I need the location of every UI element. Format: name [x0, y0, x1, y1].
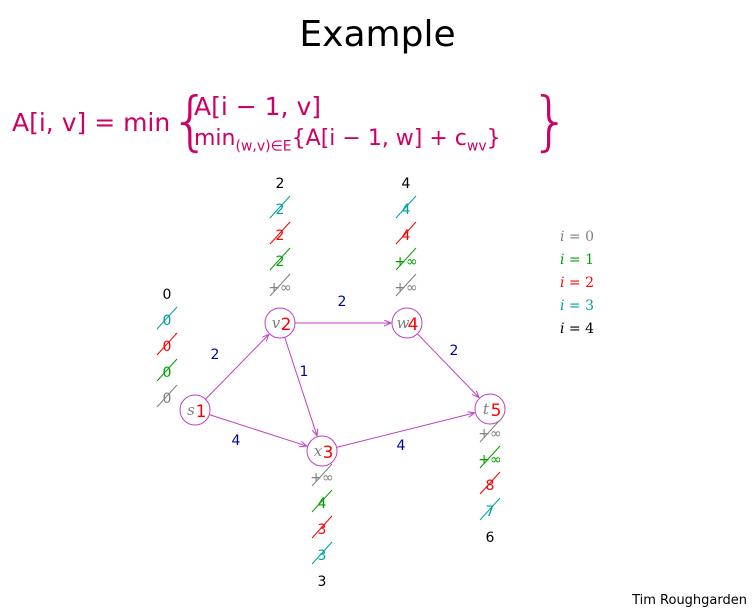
- stack-value-s-1: 0: [163, 365, 172, 381]
- stack-value-t-2: 8: [486, 478, 495, 494]
- edge-v-x: [284, 337, 317, 436]
- stack-strike-v-1: [269, 247, 291, 271]
- formula-lhs: A[i, v] = min: [12, 108, 171, 137]
- edge-s-v: [205, 334, 268, 400]
- legend-entry-0: i = 0: [560, 229, 595, 245]
- edge-cost-x-t: 4: [397, 438, 406, 454]
- stack-strike-v-3: [269, 195, 291, 219]
- node-label-v: v: [272, 314, 281, 332]
- stack-strike-x-3: [311, 541, 333, 565]
- node-s: [179, 394, 211, 426]
- stack-strike-v-0: [269, 273, 291, 297]
- stack-value-x-3: 3: [318, 548, 327, 564]
- stack-value-w-4: 4: [402, 176, 411, 192]
- stack-strike-s-0: [156, 384, 178, 408]
- stack-value-s-4: 0: [163, 287, 172, 303]
- stack-strike-t-3: [479, 497, 501, 521]
- stack-strike-t-0: [479, 419, 501, 443]
- value-stack-t: +∞+∞876: [478, 419, 502, 546]
- legend-entry-2: i = 2: [560, 275, 595, 291]
- stack-strike-s-2: [156, 332, 178, 356]
- stack-value-w-3: 4: [402, 202, 411, 218]
- edge-cost-s-v: 2: [211, 347, 220, 363]
- stack-value-t-3: 7: [486, 504, 495, 520]
- formula-case-1: A[i − 1, v]: [194, 92, 321, 121]
- node-order-w: 4: [408, 315, 419, 335]
- legend-entry-4: i = 4: [560, 321, 595, 337]
- node-t: [474, 393, 506, 425]
- node-label-t: t: [483, 400, 490, 418]
- node-order-t: 5: [491, 401, 502, 421]
- stack-strike-s-1: [156, 358, 178, 382]
- stack-strike-w-2: [395, 221, 417, 245]
- edge-s-x: [209, 414, 306, 446]
- stack-value-v-1: 2: [276, 254, 285, 270]
- value-stack-s: 0 0 0 0 0: [156, 287, 178, 408]
- formula-case-2: min(w,v)∈E{A[i − 1, w] + cwv}: [194, 126, 501, 155]
- author-credit: Tim Roughgarden: [632, 593, 747, 608]
- stack-strike-w-3: [395, 195, 417, 219]
- stack-strike-s-3: [156, 306, 178, 330]
- iteration-legend: i = 0 i = 1 i = 2 i = 3 i = 4: [560, 226, 594, 341]
- stack-value-v-4: 2: [276, 176, 285, 192]
- stack-strike-x-2: [311, 515, 333, 539]
- node-order-s: 1: [196, 402, 207, 422]
- stack-strike-w-1: [395, 247, 417, 271]
- edge-w-t: [417, 333, 478, 398]
- stack-strike-v-2: [269, 221, 291, 245]
- stack-strike-w-0: [395, 273, 417, 297]
- stack-strike-x-1: [311, 489, 333, 513]
- stack-value-v-3: 2: [276, 202, 285, 218]
- node-label-w: w: [397, 314, 410, 332]
- stack-value-w-2: 4: [402, 228, 411, 244]
- node-order-v: 2: [281, 315, 292, 335]
- stack-strike-t-2: [479, 471, 501, 495]
- stack-value-v-2: 2: [276, 228, 285, 244]
- edge-x-t: [336, 413, 475, 448]
- stack-value-x-1: 4: [318, 496, 327, 512]
- formula-right-brace: }: [530, 85, 571, 159]
- node-label-x: x: [314, 442, 323, 460]
- value-stack-w: +∞+∞444: [394, 176, 418, 297]
- legend-entry-3: i = 3: [560, 298, 595, 314]
- node-order-x: 3: [323, 443, 334, 463]
- node-label-s: s: [187, 401, 195, 419]
- stack-value-t-4: 6: [486, 530, 495, 546]
- edge-cost-v-x: 1: [300, 364, 309, 380]
- stack-value-s-2: 0: [163, 339, 172, 355]
- edge-cost-s-x: 4: [232, 433, 241, 449]
- stack-strike-t-1: [479, 445, 501, 469]
- edge-cost-v-w: 2: [338, 294, 347, 310]
- formula-left-brace: {: [170, 85, 211, 159]
- stack-value-s-3: 0: [163, 313, 172, 329]
- legend-entry-1: i = 1: [560, 252, 595, 268]
- node-v: [264, 307, 296, 339]
- stack-value-x-2: 3: [318, 522, 327, 538]
- node-w: [391, 307, 423, 339]
- stack-strike-x-0: [311, 463, 333, 487]
- stack-value-x-4: 3: [318, 574, 327, 590]
- stack-value-s-0: 0: [163, 391, 172, 407]
- edge-cost-w-t: 2: [450, 343, 459, 359]
- node-x: [306, 435, 338, 467]
- slide-title: Example: [299, 14, 456, 55]
